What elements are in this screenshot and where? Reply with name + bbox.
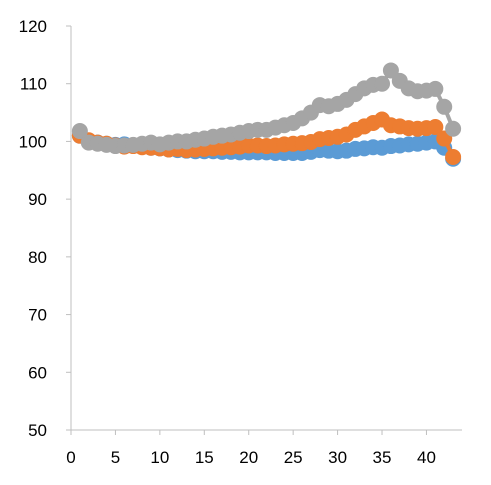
x-tick-label: 10 bbox=[150, 448, 169, 467]
data-point bbox=[445, 149, 462, 166]
axes bbox=[66, 25, 462, 435]
x-tick-label: 0 bbox=[66, 448, 75, 467]
data-point bbox=[374, 75, 391, 92]
y-tick-label: 50 bbox=[28, 421, 47, 440]
data-point bbox=[71, 123, 88, 140]
y-tick-label: 80 bbox=[28, 248, 47, 267]
data-point bbox=[427, 119, 444, 135]
x-tick-label: 20 bbox=[239, 448, 258, 467]
data-point bbox=[445, 120, 462, 137]
y-tick-label: 90 bbox=[28, 190, 47, 209]
x-tick-label: 5 bbox=[111, 448, 120, 467]
x-tick-label: 15 bbox=[195, 448, 214, 467]
data-point bbox=[427, 80, 444, 97]
x-tick-label: 40 bbox=[417, 448, 436, 467]
series-3 bbox=[71, 62, 462, 155]
y-tick-label: 60 bbox=[28, 363, 47, 382]
data-point bbox=[382, 62, 399, 79]
y-tick-label: 120 bbox=[19, 17, 47, 36]
x-tick-label: 30 bbox=[328, 448, 347, 467]
x-tick-label: 25 bbox=[284, 448, 303, 467]
tick-labels: 0 5 10 15 20 25 30 35 40 50 60 70 80 90 100 110 120 bbox=[19, 17, 436, 467]
y-tick-label: 110 bbox=[20, 75, 47, 94]
y-tick-label: 100 bbox=[19, 132, 47, 151]
y-tick-label: 70 bbox=[28, 306, 47, 325]
x-tick-label: 35 bbox=[373, 448, 392, 467]
series-layer bbox=[71, 62, 462, 167]
data-point bbox=[436, 98, 453, 115]
